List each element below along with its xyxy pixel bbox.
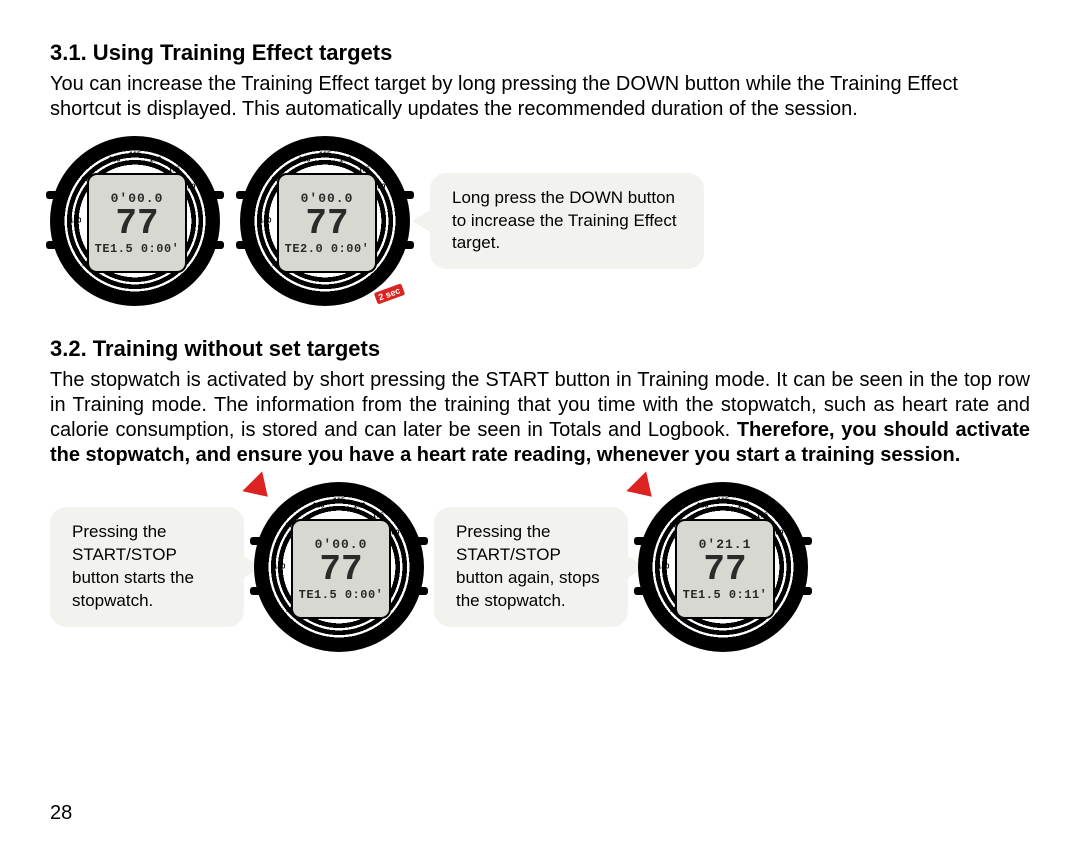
screen-te-row: TE1.5 0:00' bbox=[95, 242, 180, 256]
screen-te-row: TE2.0 0:00' bbox=[285, 242, 370, 256]
callout-start: Pressing the START/STOP button starts th… bbox=[50, 507, 244, 627]
brand-label: SUUNTO bbox=[50, 297, 220, 304]
brand-label: SUUNTO bbox=[638, 643, 808, 650]
screen-te-row: TE1.5 0:11' bbox=[683, 588, 768, 602]
watch-after: 130 140 150 160 165 170 175 180 0'00.0 7… bbox=[240, 136, 410, 306]
section-3-1-body: You can increase the Training Effect tar… bbox=[50, 72, 1030, 122]
screen-heart-rate: 77 bbox=[703, 552, 746, 588]
watch-stopped: 130 140 150 160 165 170 175 180 0'21.1 7… bbox=[638, 482, 808, 652]
section-3-2-figure-row: Pressing the START/STOP button starts th… bbox=[50, 482, 1030, 652]
callout-text: Pressing the START/STOP button again, st… bbox=[456, 522, 600, 610]
watch-started: 130 140 150 160 165 170 175 180 0'00.0 7… bbox=[254, 482, 424, 652]
watch-screen: 0'21.1 77 TE1.5 0:11' bbox=[675, 519, 775, 619]
section-3-2-body: The stopwatch is activated by short pres… bbox=[50, 368, 1030, 468]
screen-te-row: TE1.5 0:00' bbox=[299, 588, 384, 602]
callout-tail bbox=[412, 209, 432, 233]
section-3-1-figure-row: 130 140 150 160 165 170 175 180 0'00.0 7… bbox=[50, 136, 1030, 306]
manual-page: 3.1. Using Training Effect targets You c… bbox=[0, 0, 1080, 855]
callout-text: Long press the DOWN button to increase t… bbox=[452, 188, 677, 253]
watch-with-arrow: 130 140 150 160 165 170 175 180 0'00.0 7… bbox=[254, 482, 424, 652]
callout-long-press: Long press the DOWN button to increase t… bbox=[430, 173, 704, 270]
screen-heart-rate: 77 bbox=[115, 206, 158, 242]
callout-text: Pressing the START/STOP button starts th… bbox=[72, 522, 194, 610]
brand-label: SUUNTO bbox=[254, 643, 424, 650]
watch-before: 130 140 150 160 165 170 175 180 0'00.0 7… bbox=[50, 136, 220, 306]
watch-screen: 0'00.0 77 TE1.5 0:00' bbox=[291, 519, 391, 619]
section-3-2-heading: 3.2. Training without set targets bbox=[50, 336, 1030, 362]
screen-heart-rate: 77 bbox=[305, 206, 348, 242]
callout-stop: Pressing the START/STOP button again, st… bbox=[434, 507, 628, 627]
watch-screen: 0'00.0 77 TE1.5 0:00' bbox=[87, 173, 187, 273]
screen-heart-rate: 77 bbox=[319, 552, 362, 588]
page-number: 28 bbox=[50, 802, 72, 825]
watch-screen: 0'00.0 77 TE2.0 0:00' bbox=[277, 173, 377, 273]
section-3-1-heading: 3.1. Using Training Effect targets bbox=[50, 40, 1030, 66]
watch-with-arrow: 130 140 150 160 165 170 175 180 0'21.1 7… bbox=[638, 482, 808, 652]
